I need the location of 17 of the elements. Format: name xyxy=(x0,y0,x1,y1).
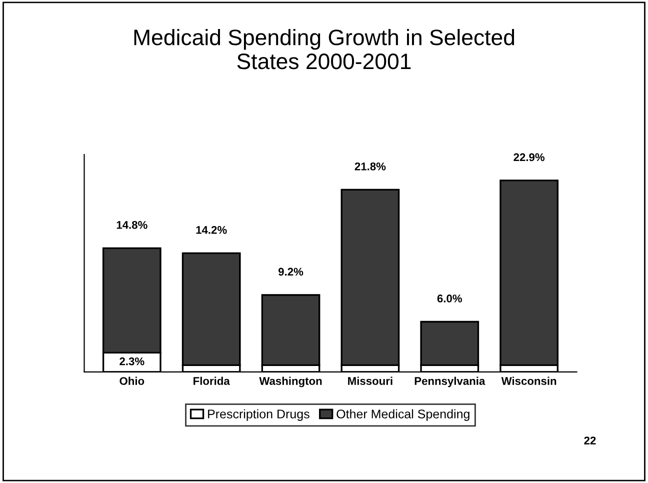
legend-label: Other Medical Spending xyxy=(336,409,470,421)
total-label: 14.8% xyxy=(116,220,148,229)
total-label: 21.8% xyxy=(354,162,386,170)
x-tick-label: Pennsylvania xyxy=(414,376,486,388)
legend-label: Prescription Drugs xyxy=(208,409,310,421)
total-label: 9.2% xyxy=(278,268,304,276)
x-tick-label: Ohio xyxy=(120,376,144,385)
data-label: 2.3% xyxy=(120,357,144,366)
x-tick-label: Washington xyxy=(259,376,322,388)
x-tick-label: Wisconsin xyxy=(501,376,556,385)
total-label: 22.9% xyxy=(514,153,545,162)
total-label: 14.2% xyxy=(196,226,227,234)
chart-title: Medicaid Spending Growth in Selected States 2000-2001 xyxy=(134,28,514,70)
x-tick-label: Florida xyxy=(194,376,230,385)
total-label: 6.0% xyxy=(437,294,462,302)
x-tick-label: Missouri xyxy=(348,376,392,385)
text: 22 xyxy=(584,436,596,444)
